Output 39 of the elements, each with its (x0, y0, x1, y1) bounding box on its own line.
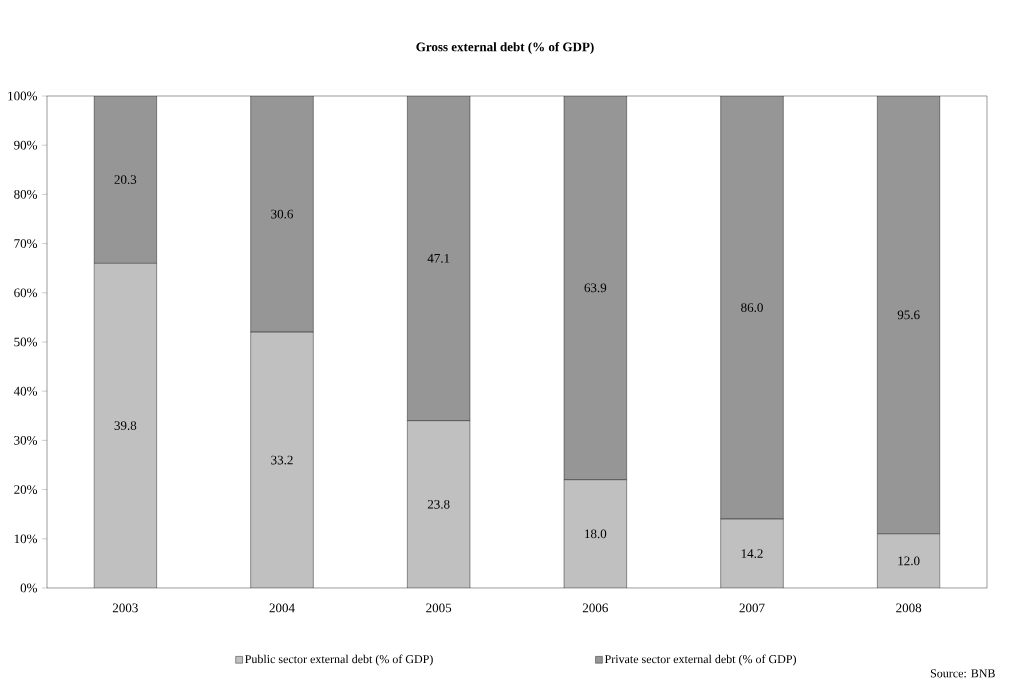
x-tick-label: 2003 (112, 603, 138, 613)
y-tick-label: 10% (14, 534, 38, 544)
bar (93, 95, 157, 264)
annotation: 30.6 (271, 209, 293, 219)
y-tick-label: 100% (8, 91, 38, 101)
x-tick-label: 2008 (896, 603, 922, 613)
annotation: 12.0 (898, 556, 920, 566)
x-tick-label: 2004 (269, 603, 295, 613)
y-tick-label: 90% (14, 140, 38, 150)
annotation: 33.2 (271, 455, 293, 465)
y-tick-label: 80% (14, 189, 38, 199)
annotation: 86.0 (741, 303, 763, 312)
x-tick-label: 2006 (582, 603, 608, 613)
annotation: 23.8 (427, 499, 450, 509)
x-tick-label: 2007 (739, 603, 765, 613)
annotation: 47.1 (427, 253, 450, 263)
annotation: 20.3 (114, 175, 137, 185)
legend-label: Private sector external debt (% of GDP) (604, 654, 796, 666)
chart-title: Gross external debt (% of GDP) (416, 42, 594, 54)
bar (877, 95, 941, 535)
source-note: Source: BNB (930, 669, 995, 678)
annotation: 95.6 (897, 310, 920, 320)
y-tick-label: 0% (20, 583, 38, 593)
annotation: 63.9 (584, 283, 607, 293)
y-tick-label: 20% (14, 485, 38, 494)
y-tick-label: 70% (14, 239, 38, 248)
annotation: 39.8 (114, 421, 137, 431)
bar (720, 95, 784, 520)
bar (407, 95, 471, 421)
annotation: 14.2 (741, 549, 763, 558)
y-tick-label: 50% (14, 337, 38, 347)
y-tick-label: 30% (14, 435, 38, 445)
annotation: 18.0 (585, 529, 607, 539)
y-tick-label: 60% (14, 288, 38, 298)
x-tick-label: 2005 (426, 603, 452, 613)
legend-label: Public sector external debt (% of GDP) (245, 654, 433, 666)
bar (250, 95, 314, 333)
y-tick-label: 40% (13, 386, 38, 396)
bar (563, 95, 627, 480)
